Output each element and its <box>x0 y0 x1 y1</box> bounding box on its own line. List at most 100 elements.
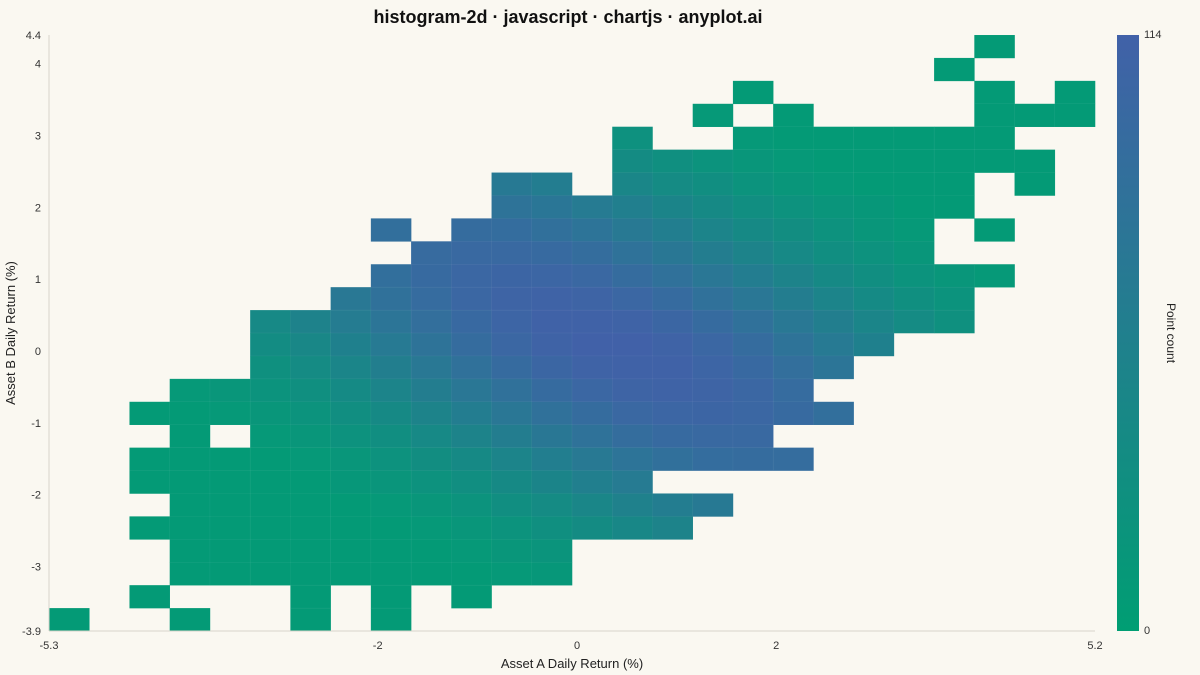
heatmap-cell <box>813 241 855 265</box>
heatmap-cell <box>410 332 452 357</box>
heatmap-cell <box>451 561 493 586</box>
y-tick-label: 0 <box>35 346 41 358</box>
heatmap-cell <box>290 424 332 449</box>
heatmap-cell <box>209 539 251 563</box>
heatmap-cell <box>692 172 734 197</box>
heatmap-cell <box>772 286 814 311</box>
heatmap-cell <box>451 447 493 472</box>
heatmap-cell <box>571 309 613 334</box>
heatmap-cell <box>249 378 291 403</box>
heatmap-cell <box>290 607 332 632</box>
x-tick-label: 0 <box>574 640 580 652</box>
heatmap-cell <box>451 309 493 334</box>
heatmap-cell <box>491 195 533 219</box>
heatmap-cell <box>169 561 211 586</box>
heatmap-cell <box>772 195 814 219</box>
heatmap-cell <box>1054 80 1096 105</box>
heatmap-cell <box>249 493 291 517</box>
heatmap-cell <box>772 378 814 403</box>
heatmap-cell <box>853 309 895 334</box>
heatmap-cell <box>893 172 935 197</box>
heatmap-cell <box>813 401 855 426</box>
heatmap-cell <box>491 424 533 449</box>
heatmap-cell <box>451 470 493 495</box>
heatmap-cell <box>410 401 452 426</box>
heatmap-cell <box>652 172 694 197</box>
heatmap-cell <box>692 309 734 334</box>
heatmap-cell <box>893 286 935 311</box>
heatmap-cell <box>531 241 573 265</box>
heatmap-cell <box>571 447 613 472</box>
heatmap-cell <box>531 447 573 472</box>
heatmap-cell <box>169 516 211 540</box>
heatmap-cell <box>974 80 1016 105</box>
axes: -5.3 -2 0 2 5.2 4.4 4 3 2 1 0 -1 -2 -3 -3.9 <box>22 30 1103 652</box>
heatmap-cell <box>410 424 452 449</box>
heatmap-cell <box>1014 103 1056 128</box>
heatmap-cell <box>1014 149 1056 174</box>
heatmap-cell <box>370 447 412 472</box>
heatmap-cell <box>491 378 533 403</box>
heatmap-cell <box>813 218 855 242</box>
heatmap-cell <box>531 355 573 380</box>
heatmap-cell <box>772 172 814 197</box>
heatmap-cell <box>732 80 774 105</box>
heatmap-cell <box>169 447 211 472</box>
heatmap-cell <box>732 309 774 334</box>
heatmap-cell <box>209 401 251 426</box>
heatmap-cell <box>732 332 774 357</box>
heatmap-cell <box>531 309 573 334</box>
heatmap-cell <box>611 447 654 472</box>
heatmap-cell <box>491 561 533 586</box>
heatmap-cell <box>531 424 573 449</box>
heatmap-cell <box>129 401 171 426</box>
heatmap-cell <box>290 561 332 586</box>
heatmap-cell <box>290 539 332 563</box>
heatmap-cell <box>451 539 493 563</box>
heatmap-cell <box>451 332 493 357</box>
heatmap-cell <box>893 263 935 288</box>
heatmap-cell <box>370 218 412 242</box>
heatmap-cell <box>692 493 734 517</box>
heatmap-cell <box>491 241 533 265</box>
heatmap-cell <box>370 607 412 632</box>
heatmap-cell <box>491 218 533 242</box>
heatmap-cell <box>813 309 855 334</box>
heatmap-cell <box>611 332 654 357</box>
heatmap-cell <box>451 263 493 288</box>
heatmap-cell <box>1054 103 1096 128</box>
heatmap-cell <box>732 447 774 472</box>
heatmap-cell <box>853 286 895 311</box>
heatmap-cell <box>410 286 452 311</box>
heatmap-cell <box>813 149 855 174</box>
heatmap-cell <box>692 355 734 380</box>
heatmap-cell <box>290 470 332 495</box>
y-tick-label: 3 <box>35 131 41 143</box>
heatmap-cell <box>451 378 493 403</box>
heatmap-cell <box>732 424 774 449</box>
heatmap-cell <box>853 241 895 265</box>
heatmap-cell <box>330 378 372 403</box>
heatmap-cell <box>571 195 613 219</box>
heatmap-cell <box>451 493 493 517</box>
heatmap-cell <box>571 424 613 449</box>
heatmap-cell <box>491 470 533 495</box>
heatmap-cell <box>772 309 814 334</box>
heatmap-cell <box>410 447 452 472</box>
heatmap-cell <box>732 195 774 219</box>
heatmap-cell <box>611 195 654 219</box>
heatmap-cell <box>209 516 251 540</box>
heatmap-cell <box>129 447 171 472</box>
x-tick-label: -5.3 <box>40 640 59 652</box>
heatmap-cell <box>410 241 452 265</box>
heatmap-cell <box>732 149 774 174</box>
heatmap-cell <box>652 218 694 242</box>
heatmap-cell <box>772 149 814 174</box>
heatmap-cell <box>249 309 291 334</box>
heatmap-cell <box>531 561 573 586</box>
heatmap-cell <box>451 241 493 265</box>
heatmap-cell <box>290 447 332 472</box>
heatmap-cell <box>571 241 613 265</box>
heatmap-cell <box>813 126 855 151</box>
heatmap-cell <box>853 195 895 219</box>
